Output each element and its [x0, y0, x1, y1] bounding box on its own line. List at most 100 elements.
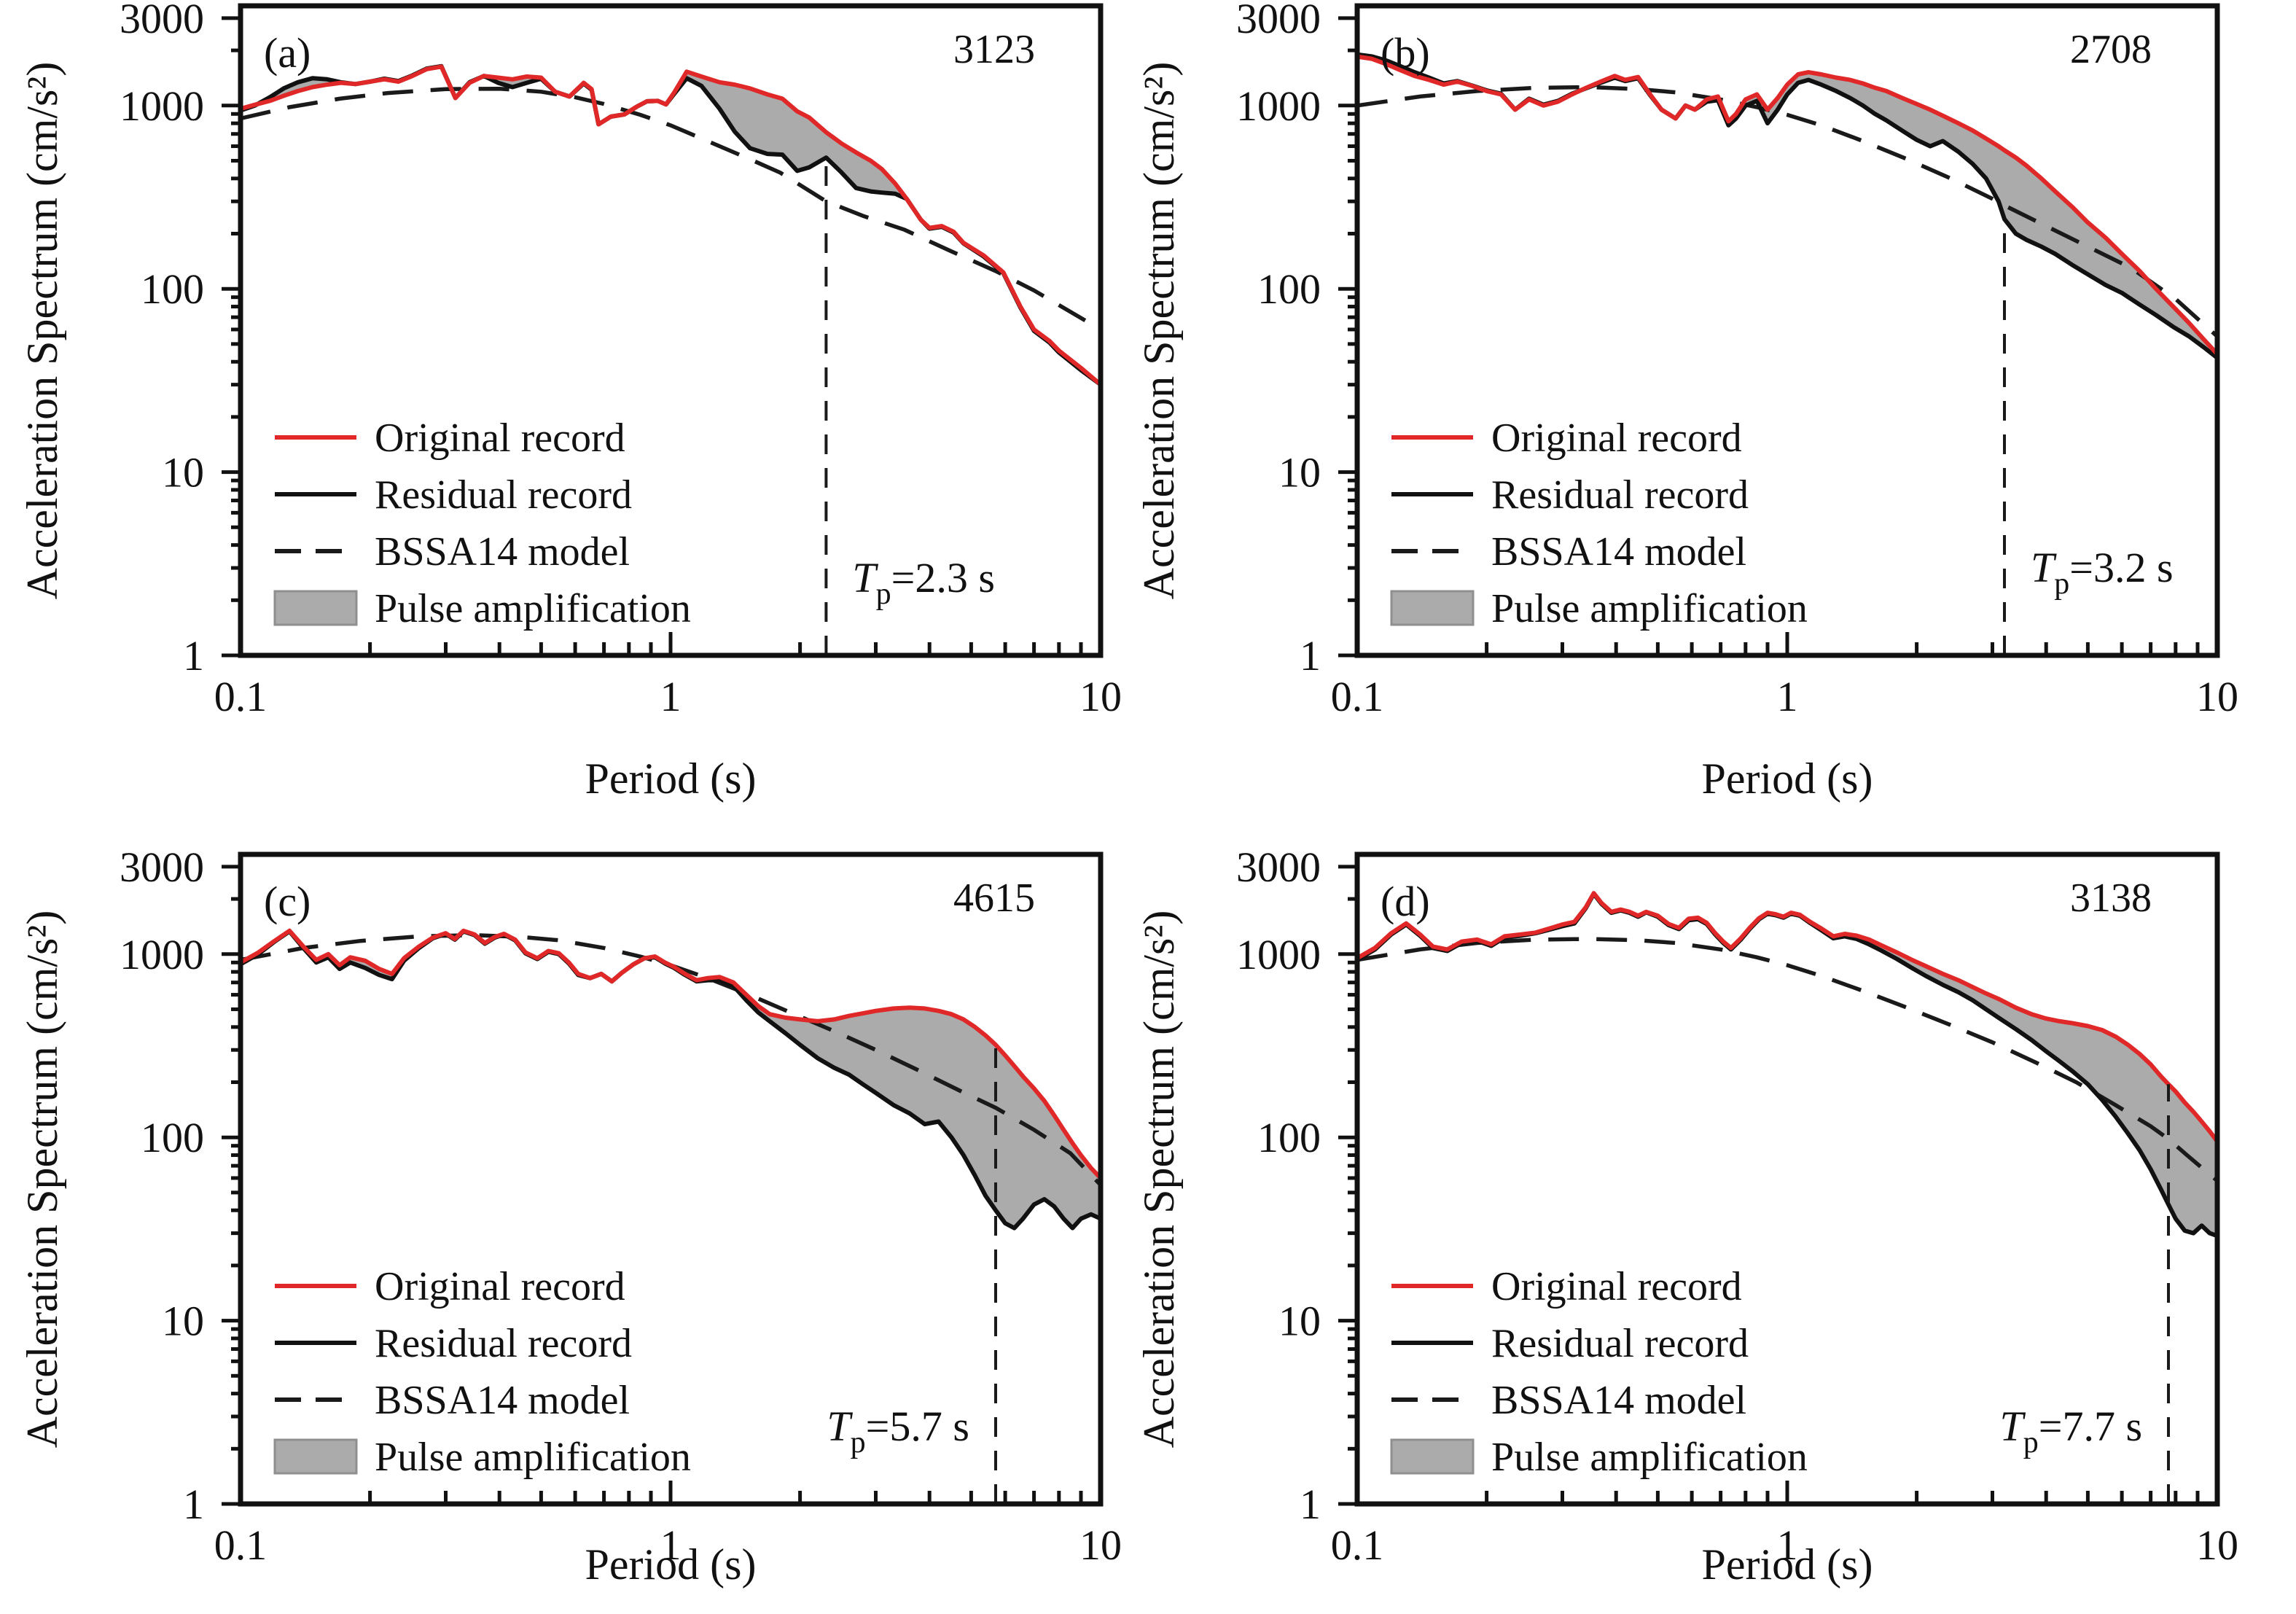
residual-record-curve	[240, 63, 1102, 387]
panel-letter: (d)	[1381, 878, 1430, 925]
panel-d-spectrum-chart: 1 10 100 1000 3000 0.1 1 10 Period (s) Accelerati…	[1117, 849, 2296, 1614]
x-axis-title: Period (s)	[585, 1540, 757, 1588]
y-axis-title: Acceleration Spectrum (cm/s²)	[18, 911, 66, 1449]
x-axis-title: Period (s)	[1702, 1540, 1873, 1588]
original-record-curve	[1356, 54, 2219, 356]
panel-b-spectrum-chart: 1 10 100 1000 3000 0.1 1 10 Period (s) Accelerati…	[1117, 0, 2296, 809]
y-tick-label: 10	[162, 449, 204, 496]
y-tick-label: 10	[162, 1298, 204, 1345]
y-tick-label: 100	[141, 265, 204, 313]
y-axis-title: Acceleration Spectrum (cm/s²)	[18, 62, 66, 600]
y-axis-title: Acceleration Spectrum (cm/s²)	[1135, 62, 1183, 600]
legend-pulse-patch-swatch	[1390, 1438, 1475, 1475]
legend-item-label: Original record	[375, 1264, 625, 1309]
legend-item-label: Residual record	[1491, 472, 1749, 518]
record-id: 3138	[2070, 876, 2152, 921]
y-ticks	[1338, 865, 1357, 1506]
x-tick-label: 0.1	[1331, 1521, 1384, 1569]
x-ticks	[368, 1481, 1083, 1504]
legend-item-label: Residual record	[1491, 1321, 1749, 1366]
legend-item-label: Original record	[1491, 1264, 1742, 1309]
legend-item-label: BSSA14 model	[1491, 1378, 1746, 1423]
tp-annotation: Tp=7.7 s	[1999, 1403, 2142, 1459]
x-tick-label: 0.1	[1331, 673, 1384, 720]
x-ticks	[368, 632, 1083, 655]
tp-annotation: Tp=2.3 s	[852, 554, 995, 611]
original-record-curve	[1356, 891, 2219, 1143]
pulse-amplification-fill	[241, 930, 1101, 1228]
x-tick-label: 0.1	[214, 1521, 268, 1569]
record-id: 3123	[953, 27, 1035, 72]
legend: Original record Residual record BSSA14 mod…	[1390, 416, 1808, 631]
legend-item-label: Pulse amplification	[1491, 1435, 1808, 1480]
original-record-curve	[239, 928, 1103, 1180]
record-id: 2708	[2070, 27, 2152, 72]
x-axis-title: Period (s)	[585, 755, 757, 803]
y-tick-label: 3000	[1236, 849, 1321, 891]
y-tick-label: 1	[183, 1481, 204, 1528]
y-ticks	[222, 865, 241, 1506]
y-tick-label: 1	[183, 632, 204, 679]
y-tick-label: 100	[141, 1114, 204, 1161]
y-ticks	[222, 16, 241, 658]
legend-item-label: BSSA14 model	[1491, 529, 1746, 574]
y-tick-label: 1000	[120, 82, 204, 130]
tp-annotation: Tp=3.2 s	[2031, 544, 2174, 601]
x-tick-label: 10	[2196, 673, 2238, 720]
legend: Original record Residual record BSSA14 mod…	[273, 416, 691, 631]
y-tick-label: 10	[1278, 1298, 1321, 1345]
y-tick-label: 1000	[120, 931, 204, 978]
x-tick-label: 1	[660, 1521, 682, 1569]
bssa14-model-curve	[1356, 937, 2219, 1182]
x-tick-label: 10	[1079, 1521, 1122, 1569]
original-record-curve	[240, 64, 1102, 386]
y-tick-label: 1	[1300, 1481, 1321, 1528]
legend-item-label: BSSA14 model	[375, 529, 630, 574]
x-tick-label: 0.1	[214, 673, 268, 720]
x-tick-label: 1	[1777, 1521, 1798, 1569]
legend-pulse-patch-swatch	[273, 1438, 358, 1475]
y-tick-label: 10	[1278, 449, 1321, 496]
x-axis-title: Period (s)	[1702, 755, 1873, 803]
legend-item-label: Pulse amplification	[375, 1435, 691, 1480]
y-tick-label: 100	[1257, 265, 1321, 313]
legend-item-label: Original record	[1491, 416, 1742, 461]
x-tick-label: 10	[1079, 673, 1122, 720]
tp-annotation: Tp=5.7 s	[827, 1403, 969, 1459]
panel-letter: (b)	[1381, 29, 1430, 77]
x-tick-label: 1	[660, 673, 682, 720]
pulse-amplification-fill	[241, 66, 1101, 385]
x-tick-label: 1	[1777, 673, 1798, 720]
y-tick-label: 1	[1300, 632, 1321, 679]
pulse-amplification-fill	[1357, 54, 2217, 358]
y-tick-label: 3000	[1236, 0, 1321, 42]
y-ticks	[1338, 16, 1357, 658]
legend: Original record Residual record BSSA14 mod…	[1390, 1264, 1808, 1480]
y-tick-label: 1000	[1236, 82, 1321, 130]
y-tick-label: 100	[1257, 1114, 1321, 1161]
legend-item-label: Pulse amplification	[1491, 586, 1808, 631]
y-axis-title: Acceleration Spectrum (cm/s²)	[1135, 911, 1183, 1449]
legend-item-label: BSSA14 model	[375, 1378, 630, 1423]
y-tick-label: 3000	[120, 0, 204, 42]
x-ticks	[1485, 632, 2200, 655]
panel-c-spectrum-chart: 1 10 100 1000 3000 0.1 1 10 Period (s) Accelerati…	[0, 849, 1179, 1614]
legend-item-label: Original record	[375, 416, 625, 461]
panel-a-spectrum-chart: 1 10 100 1000 3000 0.1 1 10 Period (s) Accelerati…	[0, 0, 1179, 809]
legend-item-label: Residual record	[375, 1321, 632, 1366]
x-ticks	[1485, 1481, 2200, 1504]
y-tick-label: 3000	[120, 849, 204, 891]
record-id: 4615	[953, 876, 1035, 921]
legend-pulse-patch-swatch	[1390, 590, 1475, 626]
legend-item-label: Pulse amplification	[375, 586, 691, 631]
y-tick-label: 1000	[1236, 931, 1321, 978]
bssa14-model-curve	[1356, 85, 2219, 338]
x-tick-label: 10	[2196, 1521, 2238, 1569]
axes-frame	[238, 851, 1104, 1507]
bssa14-model-curve	[240, 86, 1102, 332]
